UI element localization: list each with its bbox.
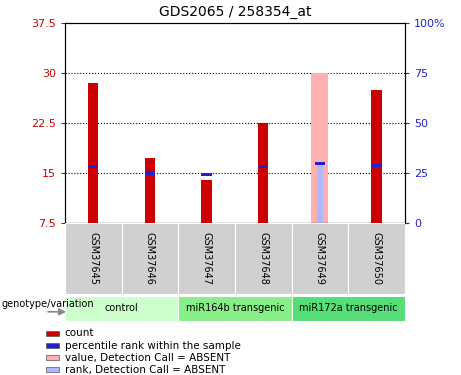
Text: miR172a transgenic: miR172a transgenic [299,303,397,313]
Text: GSM37648: GSM37648 [258,232,268,285]
Text: miR164b transgenic: miR164b transgenic [186,303,284,313]
Text: count: count [65,328,94,339]
Bar [372,90,382,223]
Bar [178,296,291,321]
Bar [258,165,268,168]
Bar [88,165,98,168]
Title: GDS2065 / 258354_at: GDS2065 / 258354_at [159,6,311,20]
Bar [88,83,98,223]
Bar [46,343,59,348]
Text: GSM37647: GSM37647 [201,232,212,285]
Bar [46,331,59,336]
Text: value, Detection Call = ABSENT: value, Detection Call = ABSENT [65,353,230,363]
Text: percentile rank within the sample: percentile rank within the sample [65,340,241,351]
Text: GSM37645: GSM37645 [89,232,98,285]
Bar [201,180,212,223]
Text: genotype/variation: genotype/variation [1,298,94,309]
Bar [372,164,382,166]
Bar [122,223,178,294]
Bar [291,296,405,321]
Bar [348,223,405,294]
Text: GSM37646: GSM37646 [145,232,155,285]
Bar [315,162,325,165]
Text: GSM37650: GSM37650 [372,232,381,285]
Text: control: control [105,303,138,313]
Bar [178,223,235,294]
Bar [65,223,122,294]
Text: rank, Detection Call = ABSENT: rank, Detection Call = ABSENT [65,365,225,375]
Bar [145,159,155,223]
Bar [201,173,212,176]
Bar [258,123,268,223]
Bar [235,223,291,294]
Bar [65,296,178,321]
Bar [311,73,328,223]
Bar [291,223,348,294]
Bar [317,163,323,223]
Bar [145,172,155,175]
Bar [46,355,59,360]
Bar [46,368,59,372]
Text: GSM37649: GSM37649 [315,232,325,285]
